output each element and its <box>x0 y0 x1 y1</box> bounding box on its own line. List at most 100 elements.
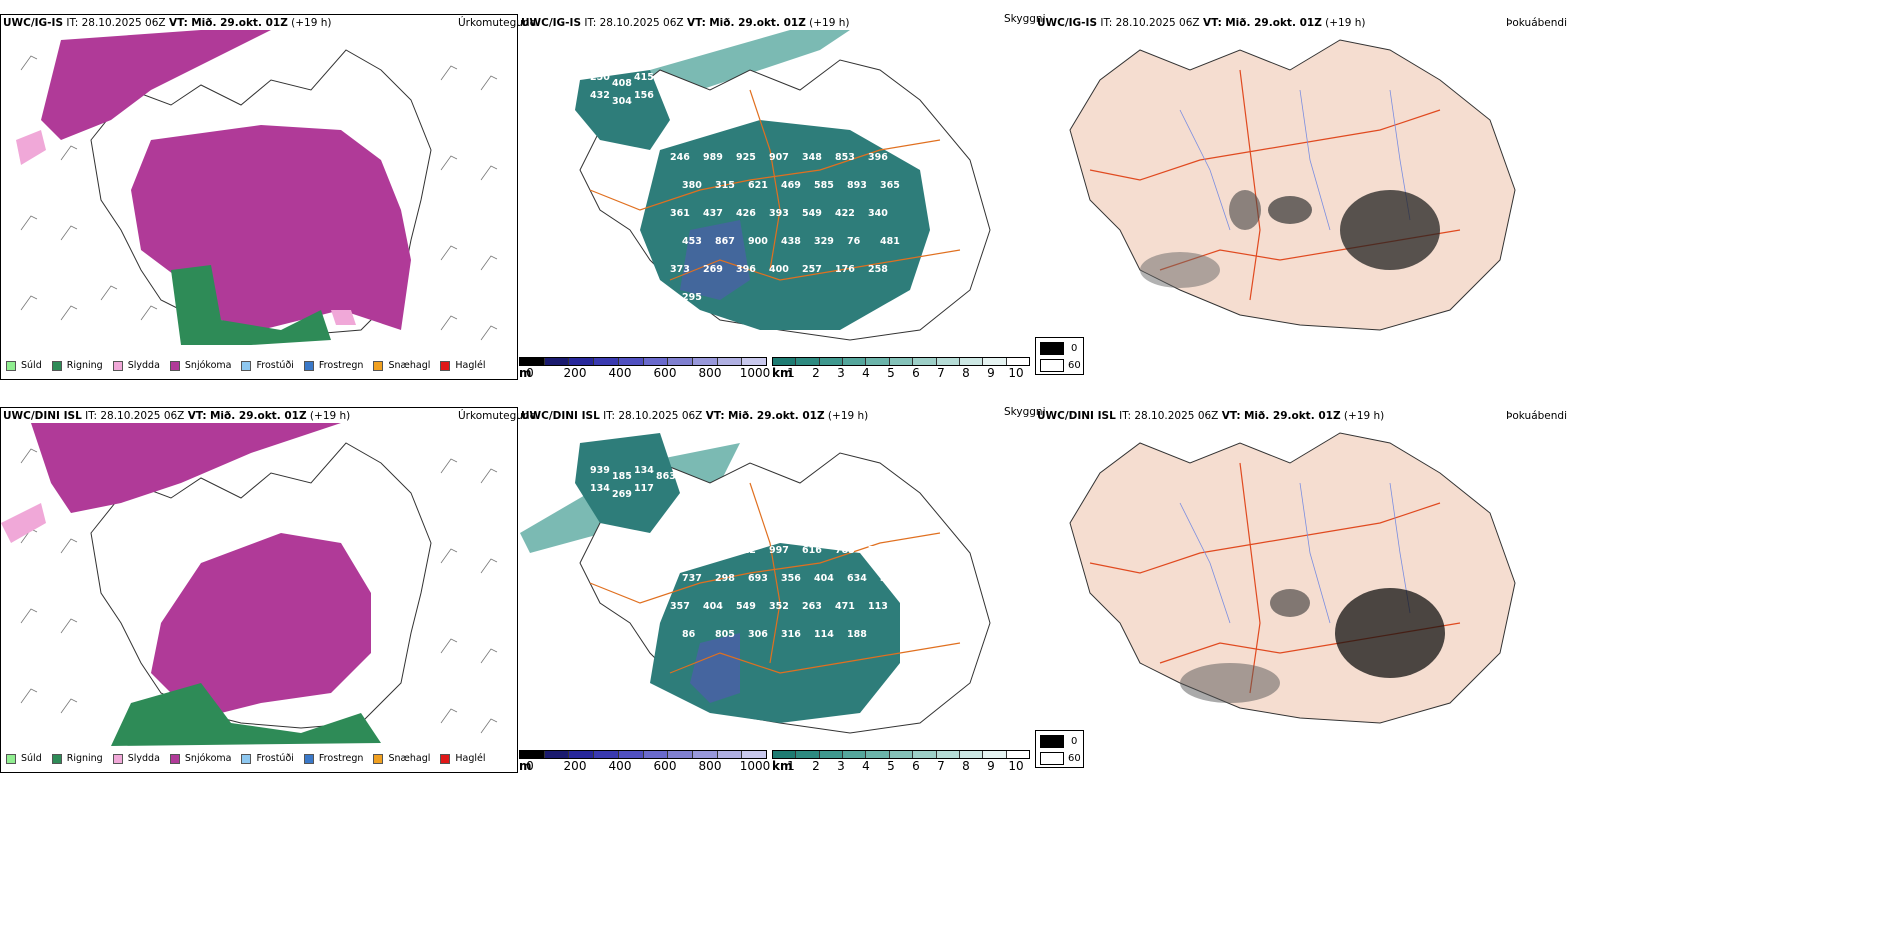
fog-panel-title: Þokuábendi <box>1506 17 1567 29</box>
visibility-value-label: 422 <box>835 208 855 219</box>
sleet-area-nw <box>1 503 46 543</box>
colorbar-segment <box>594 358 619 365</box>
model-name: UWC/DINI ISL <box>3 410 82 422</box>
visibility-panel-title: Skyggni <box>1004 406 1046 418</box>
colorbar-segment <box>520 751 545 758</box>
legend-item-snow: Snjókoma <box>169 753 231 764</box>
visibility-value-label: 396 <box>736 264 756 275</box>
visibility-value-label: 304 <box>612 96 632 107</box>
model-name: UWC/IG-IS <box>3 17 64 29</box>
visibility-value-label: 805 <box>715 629 735 640</box>
visibility-panel-title: Skyggni <box>1004 13 1046 25</box>
colorbar-segment <box>889 751 914 758</box>
visibility-fill-low <box>680 220 750 300</box>
visibility-colorbar-km <box>772 357 1030 366</box>
visibility-value-label: 356 <box>781 573 801 584</box>
colorbar-tick-label: 0 <box>526 759 534 773</box>
fog-key-swatch-high <box>1040 752 1064 765</box>
colorbar-segment <box>983 751 1007 758</box>
visibility-value-label: 156 <box>634 90 654 101</box>
legend-swatch <box>303 753 314 764</box>
legend-item-snow: Snjókoma <box>169 360 231 371</box>
legend-swatch <box>241 360 252 371</box>
visibility-panel-header: UWC/DINI ISL IT: 28.10.2025 06Z VT: Mið.… <box>521 410 869 422</box>
visibility-value-label: 86 <box>682 629 696 640</box>
precip-panel-frame <box>0 14 518 380</box>
visibility-value-label: 893 <box>847 180 867 191</box>
legend-item-sleet: Slydda <box>112 360 160 371</box>
colorbar-ticks-km: 1 2 3 4 5 6 7 8 9 10 <box>787 366 1023 380</box>
visibility-colorbar-km <box>772 750 1030 759</box>
colorbar-segment <box>569 751 595 758</box>
visibility-fill-nw <box>575 70 670 150</box>
fog-key-swatch-low <box>1040 342 1064 355</box>
visibility-value-label: 469 <box>781 180 801 191</box>
fog-dark-patch-east <box>1340 190 1440 270</box>
iceland-land-fill <box>1069 432 1516 724</box>
colorbar-segment <box>544 358 570 365</box>
fog-key-label-low: 0 <box>1071 343 1078 354</box>
colorbar-tick-label: 2 <box>812 366 820 380</box>
visibility-value-label: 134 <box>590 483 610 494</box>
colorbar-unit-m: m <box>519 759 532 773</box>
colorbar-tick-label: 2 <box>812 759 820 773</box>
visibility-value-label: 432 <box>590 90 610 101</box>
visibility-value-label: 969 <box>656 78 676 89</box>
visibility-value-label: 739 <box>703 545 723 556</box>
fog-dark-patch-mid <box>1268 196 1312 224</box>
visibility-value-label: 329 <box>814 236 834 247</box>
visibility-value-label: 113 <box>868 601 888 612</box>
visibility-value-label: 348 <box>802 152 822 163</box>
fog-dark-patch-sw <box>1140 252 1220 288</box>
visibility-value-label: 907 <box>769 152 789 163</box>
roads <box>589 89 961 281</box>
colorbar-tick-label: 400 <box>608 759 632 773</box>
colorbar-unit-km: km <box>772 759 793 773</box>
legend-swatch <box>241 753 252 764</box>
legend-item-snow-pellets: Snæhagl <box>373 753 430 764</box>
init-time: IT: 28.10.2025 06Z <box>85 410 185 422</box>
colorbar-segment <box>594 751 619 758</box>
colorbar-segment <box>1006 751 1029 758</box>
rain-area-south <box>171 265 331 345</box>
row-igis: UWC/IG-IS IT: 28.10.2025 06Z VT: Mið. 29… <box>0 0 1900 470</box>
visibility-value-label: 408 <box>612 78 632 89</box>
visibility-value-label: 404 <box>703 601 723 612</box>
colorbar-tick-label: 1 <box>787 759 795 773</box>
legend-swatch <box>440 360 451 371</box>
visibility-value-label: 188 <box>847 629 867 640</box>
visibility-value-label: 365 <box>880 180 900 191</box>
colorbar-segment <box>796 751 820 758</box>
colorbar-tick-label: 9 <box>987 759 995 773</box>
visibility-value-label: 404 <box>814 573 834 584</box>
visibility-value-label: 925 <box>736 152 756 163</box>
visibility-value-label: 616 <box>802 545 822 556</box>
colorbar-segment <box>866 358 890 365</box>
fog-dark-patch-east <box>1335 588 1445 678</box>
precip-panel-header: UWC/DINI ISL IT: 28.10.2025 06Z VT: Mið.… <box>3 410 350 422</box>
colorbar-tick-label: 4 <box>862 366 870 380</box>
colorbar-tick-label: 4 <box>862 759 870 773</box>
visibility-value-label: 989 <box>703 152 723 163</box>
snow-area-nw <box>41 30 271 140</box>
snow-area-nw <box>31 423 341 513</box>
colorbar-tick-label: 800 <box>698 759 722 773</box>
snow-area-main <box>151 533 371 713</box>
fog-panel-header: UWC/DINI ISL IT: 28.10.2025 06Z VT: Mið.… <box>1037 410 1385 422</box>
visibility-value-label: 812 <box>736 545 756 556</box>
colorbar-ticks-km: 1 2 3 4 5 6 7 8 9 10 <box>787 759 1023 773</box>
visibility-value-label: 735 <box>868 545 888 556</box>
colorbar-tick-label: 600 <box>653 759 677 773</box>
legend-swatch <box>373 360 384 371</box>
colorbar-segment <box>773 358 797 365</box>
colorbar-segment <box>936 358 960 365</box>
colorbar-ticks-m: 0 200 400 600 800 1000 <box>526 759 770 773</box>
colorbar-segment <box>983 358 1007 365</box>
colorbar-tick-label: 200 <box>563 366 587 380</box>
visibility-value-label: 426 <box>736 208 756 219</box>
visibility-value-label: 471 <box>835 601 855 612</box>
visibility-value-label: 785 <box>835 545 855 556</box>
